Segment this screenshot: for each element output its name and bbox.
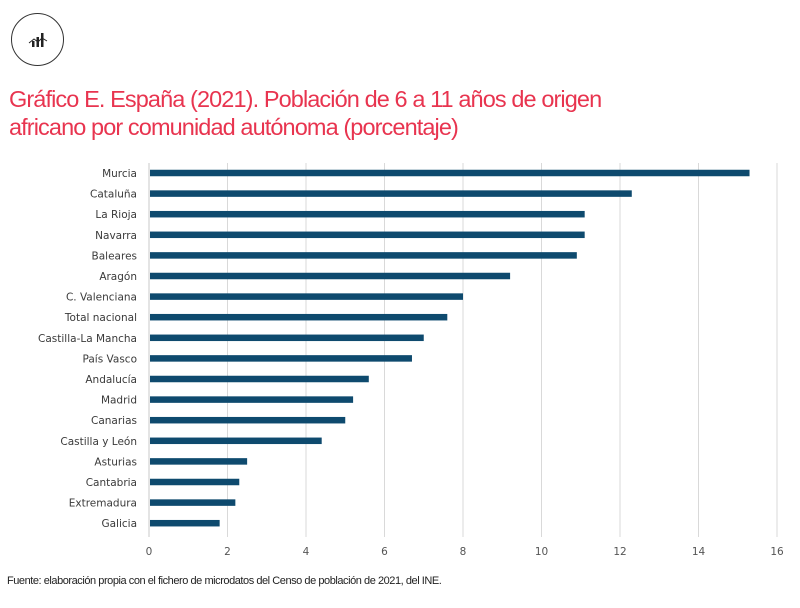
bar [150, 334, 424, 342]
x-tick-label: 2 [224, 546, 231, 558]
category-label: Andalucía [85, 374, 137, 386]
category-label: Navarra [95, 230, 137, 242]
bar [150, 437, 322, 445]
category-label: Castilla-La Mancha [38, 333, 137, 345]
bar [150, 169, 750, 177]
x-tick-label: 14 [692, 546, 706, 558]
x-tick-label: 12 [613, 546, 626, 558]
bar [150, 396, 354, 403]
bar [150, 313, 448, 321]
category-label: Galicia [101, 518, 137, 530]
x-tick-labels: 0 2 4 6 8 10 12 14 16 [146, 546, 784, 558]
bar [150, 231, 585, 239]
title-line-2: africano por comunidad autónoma (porcent… [9, 114, 459, 140]
bars [150, 169, 750, 527]
gridlines [148, 163, 778, 537]
bar [150, 210, 585, 218]
x-tick-label: 4 [303, 546, 310, 558]
logo [11, 13, 64, 66]
bar [150, 519, 220, 527]
x-tick-label: 8 [460, 546, 467, 558]
category-label: Extremadura [69, 498, 137, 510]
bar [150, 416, 346, 424]
category-label: C. Valenciana [66, 292, 137, 304]
x-tick-label: 16 [770, 546, 784, 558]
category-label: Aragón [99, 271, 137, 283]
category-label: Castilla y León [60, 436, 137, 448]
category-label: Cantabria [86, 477, 137, 489]
bar [150, 293, 463, 300]
category-label: Asturias [94, 456, 137, 468]
chart-title: Gráfico E. España (2021). Población de 6… [9, 85, 709, 141]
category-labels: Murcia Cataluña La Rioja Navarra Baleares Ara… [38, 168, 137, 530]
bar [150, 478, 240, 486]
bar [150, 375, 369, 383]
category-label: País Vasco [83, 353, 138, 365]
bar [150, 272, 511, 280]
bar [150, 355, 412, 362]
x-tick-label: 10 [535, 546, 548, 558]
x-tick-label: 6 [381, 546, 388, 558]
bar [150, 499, 236, 506]
source-note: Fuente: elaboración propia con el ficher… [7, 575, 442, 587]
title-line-1: Gráfico E. España (2021). Población de 6… [9, 86, 602, 112]
category-label: Canarias [91, 415, 137, 427]
bar-chart-trend-icon [28, 33, 48, 47]
bar [150, 190, 632, 197]
category-label: Madrid [101, 395, 137, 407]
bar [150, 458, 248, 465]
category-label: Cataluña [90, 189, 137, 201]
category-label: Total nacional [64, 312, 137, 324]
x-tick-label: 0 [146, 546, 153, 558]
category-label: La Rioja [95, 209, 137, 221]
bar [150, 252, 577, 259]
category-label: Murcia [102, 168, 137, 180]
category-label: Baleares [92, 250, 137, 262]
